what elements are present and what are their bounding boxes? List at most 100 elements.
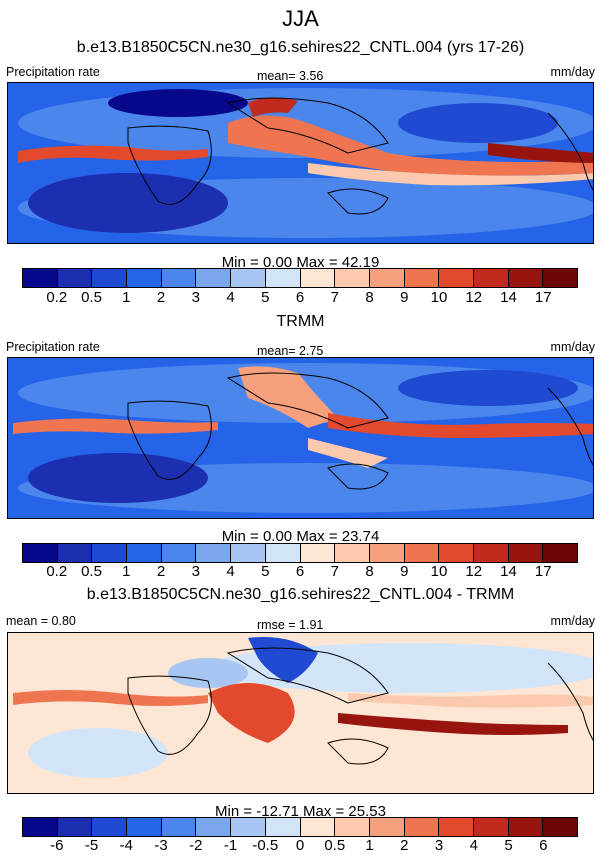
colorbar-swatch xyxy=(265,818,301,836)
colorbar-swatch xyxy=(335,544,370,562)
colorbar-swatch xyxy=(23,269,58,287)
colorbar-tick-label: 12 xyxy=(465,289,483,306)
colorbar-swatch xyxy=(439,269,474,287)
colorbar-tick-label: 7 xyxy=(330,289,339,306)
colorbar-swatch xyxy=(127,818,162,836)
panel-3-map xyxy=(7,632,594,794)
panel-2-map xyxy=(7,357,594,519)
colorbar-swatch xyxy=(161,818,197,836)
colorbar-swatch xyxy=(92,544,128,562)
colorbar-swatch xyxy=(508,544,544,562)
colorbar-swatch xyxy=(57,544,93,562)
colorbar-tick-label: -5 xyxy=(84,837,99,854)
colorbar-swatch xyxy=(161,269,197,287)
panel-1-title: b.e13.B1850C5CN.ne30_g16.sehires22_CNTL.… xyxy=(76,39,525,56)
colorbar-tick-label: 3 xyxy=(191,563,200,580)
colorbar-swatch xyxy=(23,818,58,836)
colorbar-swatch xyxy=(543,818,577,836)
colorbar-tick-label: 14 xyxy=(500,563,517,580)
colorbar-tick-label: -6 xyxy=(50,837,64,854)
panel-1-colorbar-ticks: 0.2 0.5 1 2 3 4 5 6 7 8 9 10 12 14 17 xyxy=(22,289,578,309)
colorbar-tick-label: 5 xyxy=(261,563,270,580)
colorbar-swatch xyxy=(300,818,336,836)
colorbar-swatch xyxy=(196,818,232,836)
colorbar-swatch xyxy=(265,269,301,287)
colorbar-swatch xyxy=(439,544,474,562)
colorbar-swatch xyxy=(92,269,128,287)
colorbar-swatch xyxy=(369,544,405,562)
panel-2-colorbar xyxy=(22,543,578,563)
panel-2-mean-label: mean= 2.75 xyxy=(257,344,324,358)
colorbar-swatch xyxy=(335,818,370,836)
panel-2-colorbar-ticks: 0.2 0.5 1 2 3 4 5 6 7 8 9 10 12 14 17 xyxy=(22,563,578,583)
colorbar-swatch xyxy=(300,269,336,287)
colorbar-swatch xyxy=(473,269,509,287)
panel-1-mean-label: mean= 3.56 xyxy=(257,69,324,83)
panel-3-minmax: Min = -12.71 Max = 25.53 xyxy=(215,803,386,820)
colorbar-swatch xyxy=(508,818,544,836)
colorbar-tick-label: 2 xyxy=(400,837,409,854)
colorbar-tick-label: 12 xyxy=(465,563,483,580)
colorbar-tick-label: 6 xyxy=(539,837,548,854)
colorbar-tick-label: 0 xyxy=(295,837,305,854)
colorbar-swatch xyxy=(369,818,405,836)
colorbar-tick-label: 10 xyxy=(430,289,448,306)
colorbar-swatch xyxy=(369,269,405,287)
colorbar-swatch xyxy=(92,818,128,836)
panel-1-left-label: Precipitation rate xyxy=(6,65,100,79)
colorbar-swatch xyxy=(196,544,232,562)
colorbar-swatch xyxy=(57,269,93,287)
colorbar-tick-label: 5 xyxy=(504,837,513,854)
colorbar-tick-label: 4 xyxy=(226,289,235,306)
panel-1-units-label: mm/day xyxy=(550,65,595,79)
colorbar-tick-label: -1 xyxy=(223,837,238,854)
colorbar-tick-label: 6 xyxy=(295,563,305,580)
panel-3-left-label: mean = 0.80 xyxy=(6,614,76,628)
colorbar-swatch xyxy=(231,544,266,562)
panel-1-minmax: Min = 0.00 Max = 42.19 xyxy=(221,254,380,271)
colorbar-swatch xyxy=(265,544,301,562)
panel-1-colorbar xyxy=(22,268,578,288)
panel-3-units-label: mm/day xyxy=(550,614,595,628)
colorbar-swatch xyxy=(404,544,440,562)
colorbar-swatch xyxy=(508,269,544,287)
colorbar-tick-label: 3 xyxy=(191,289,200,306)
colorbar-swatch xyxy=(127,544,162,562)
colorbar-tick-label: 17 xyxy=(534,563,552,580)
colorbar-swatch xyxy=(335,269,370,287)
colorbar-tick-label: 0.2 xyxy=(46,289,68,306)
panel-2-units-label: mm/day xyxy=(550,340,595,354)
panel-3-rmse-label: rmse = 1.91 xyxy=(257,618,324,632)
colorbar-swatch xyxy=(543,544,577,562)
colorbar-tick-label: 6 xyxy=(295,289,305,306)
colorbar-swatch xyxy=(231,818,266,836)
colorbar-swatch xyxy=(196,269,232,287)
colorbar-tick-label: -2 xyxy=(189,837,203,854)
colorbar-tick-label: 7 xyxy=(330,563,339,580)
colorbar-tick-label: 8 xyxy=(365,563,374,580)
colorbar-swatch xyxy=(231,269,266,287)
colorbar-tick-label: 2 xyxy=(156,563,166,580)
colorbar-tick-label: 0.5 xyxy=(324,837,346,854)
panel-3-colorbar xyxy=(22,817,578,837)
colorbar-tick-label: 17 xyxy=(534,289,552,306)
panel-3-title: b.e13.B1850C5CN.ne30_g16.sehires22_CNTL.… xyxy=(86,586,515,603)
colorbar-swatch xyxy=(23,544,58,562)
colorbar-tick-label: 1 xyxy=(122,289,131,306)
panel-2-left-label: Precipitation rate xyxy=(6,340,100,354)
colorbar-tick-label: 2 xyxy=(156,289,166,306)
colorbar-tick-label: 10 xyxy=(430,563,448,580)
colorbar-tick-label: 0.5 xyxy=(81,563,102,580)
figure-title: JJA xyxy=(282,6,319,31)
colorbar-swatch xyxy=(473,544,509,562)
panel-2-title: TRMM xyxy=(276,313,325,330)
colorbar-swatch xyxy=(57,818,93,836)
colorbar-tick-label: 9 xyxy=(400,289,409,306)
colorbar-tick-label: 1 xyxy=(122,563,131,580)
colorbar-tick-label: 1 xyxy=(365,837,374,854)
colorbar-swatch xyxy=(127,269,162,287)
colorbar-tick-label: 14 xyxy=(500,289,517,306)
colorbar-tick-label: 4 xyxy=(469,837,478,854)
colorbar-tick-label: -3 xyxy=(154,837,168,854)
colorbar-tick-label: 3 xyxy=(434,837,444,854)
